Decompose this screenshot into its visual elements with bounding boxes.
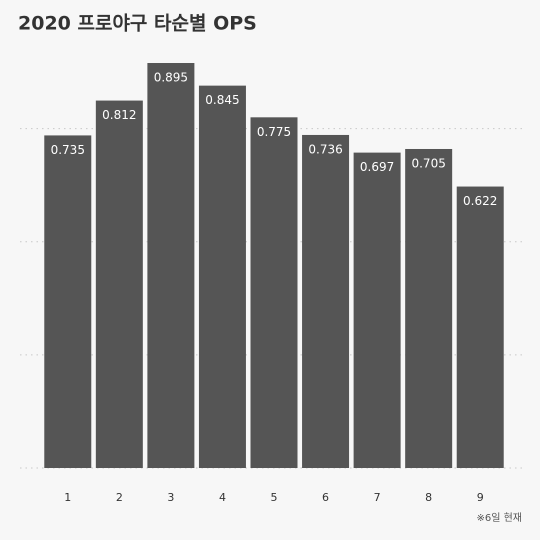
bar <box>302 134 350 468</box>
x-tick-label: 8 <box>425 491 432 504</box>
x-tick-label: 4 <box>219 491 226 504</box>
x-tick-label: 7 <box>374 491 381 504</box>
x-tick-label: 9 <box>477 491 484 504</box>
bar <box>456 186 504 469</box>
value-label: 0.736 <box>308 142 342 156</box>
bar <box>198 85 246 468</box>
chart-title: 2020 프로야구 타순별 OPS <box>18 13 257 35</box>
bar <box>44 135 92 468</box>
value-label: 0.622 <box>463 194 497 208</box>
note: ※6일 현재 <box>476 512 522 524</box>
x-tick-label: 6 <box>322 491 329 504</box>
bar <box>405 148 453 469</box>
value-label: 0.705 <box>411 156 445 170</box>
value-label: 0.895 <box>154 71 188 85</box>
value-label: 0.775 <box>257 125 291 139</box>
bar <box>147 63 195 468</box>
x-tick-label: 5 <box>271 491 278 504</box>
x-tick-label: 2 <box>116 491 123 504</box>
x-tick-label: 1 <box>64 491 71 504</box>
value-label: 0.845 <box>205 93 239 107</box>
value-label: 0.812 <box>102 108 136 122</box>
value-label: 0.735 <box>51 143 85 157</box>
bar <box>250 117 298 468</box>
bar <box>95 100 143 468</box>
bar <box>353 152 401 469</box>
x-tick-label: 3 <box>167 491 174 504</box>
value-label: 0.697 <box>360 160 394 174</box>
